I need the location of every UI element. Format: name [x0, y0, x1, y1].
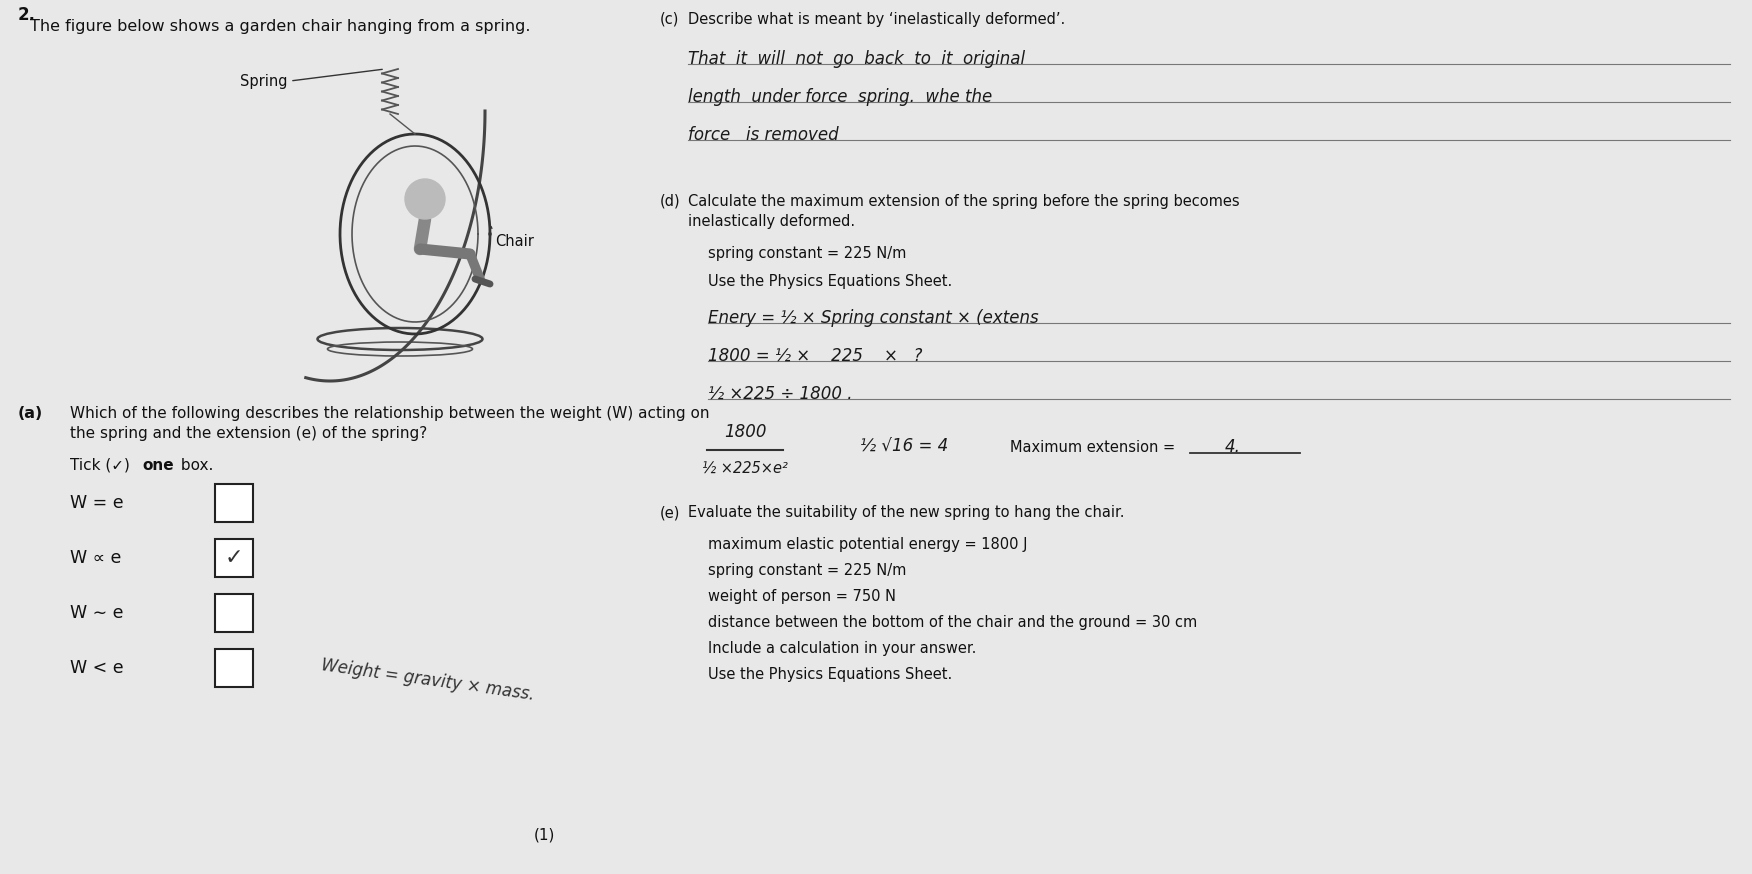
Text: 1800: 1800: [724, 423, 766, 441]
Text: (1): (1): [534, 827, 555, 842]
Text: distance between the bottom of the chair and the ground = 30 cm: distance between the bottom of the chair…: [708, 615, 1197, 630]
Text: Maximum extension =: Maximum extension =: [1009, 440, 1176, 454]
Text: inelastically deformed.: inelastically deformed.: [689, 214, 855, 229]
Text: W ∼ e: W ∼ e: [70, 604, 123, 622]
Text: maximum elastic potential energy = 1800 J: maximum elastic potential energy = 1800 …: [708, 537, 1027, 552]
Text: W < e: W < e: [70, 659, 124, 677]
Bar: [215, 594, 252, 632]
Text: weight of person = 750 N: weight of person = 750 N: [708, 589, 895, 604]
Text: (c): (c): [661, 12, 680, 27]
Text: 4.: 4.: [1225, 438, 1240, 456]
Text: box.: box.: [175, 458, 214, 473]
Text: Weight = gravity × mass.: Weight = gravity × mass.: [321, 656, 536, 704]
Text: ½ √16 = 4: ½ √16 = 4: [860, 438, 948, 456]
Text: The figure below shows a garden chair hanging from a spring.: The figure below shows a garden chair ha…: [30, 19, 531, 34]
Text: ✓: ✓: [224, 548, 244, 568]
Text: Enery = ½ × Spring constant × (extens: Enery = ½ × Spring constant × (extens: [708, 309, 1039, 327]
Text: spring constant = 225 N/m: spring constant = 225 N/m: [708, 563, 906, 578]
Text: W = e: W = e: [70, 494, 124, 512]
Text: spring constant = 225 N/m: spring constant = 225 N/m: [708, 246, 906, 261]
Text: the spring and the extension (e) of the spring?: the spring and the extension (e) of the …: [70, 426, 427, 441]
Text: ½ ×225×e²: ½ ×225×e²: [703, 461, 788, 475]
Text: 1800 = ½ ×    225    ×   ?: 1800 = ½ × 225 × ?: [708, 347, 923, 365]
Text: Calculate the maximum extension of the spring before the spring becomes: Calculate the maximum extension of the s…: [689, 194, 1240, 209]
Text: (d): (d): [661, 194, 680, 209]
Text: (a): (a): [18, 406, 44, 421]
Text: Use the Physics Equations Sheet.: Use the Physics Equations Sheet.: [708, 274, 953, 289]
Text: (e): (e): [661, 505, 680, 520]
Text: Spring: Spring: [240, 74, 287, 89]
Text: force   is removed: force is removed: [689, 126, 839, 144]
Text: Which of the following describes the relationship between the weight (W) acting : Which of the following describes the rel…: [70, 406, 710, 421]
Text: Include a calculation in your answer.: Include a calculation in your answer.: [708, 641, 976, 656]
Bar: [215, 484, 252, 522]
Text: Use the Physics Equations Sheet.: Use the Physics Equations Sheet.: [708, 667, 953, 682]
Text: 2.: 2.: [18, 6, 37, 24]
Text: one: one: [142, 458, 173, 473]
Text: Evaluate the suitability of the new spring to hang the chair.: Evaluate the suitability of the new spri…: [689, 505, 1125, 520]
Bar: [215, 649, 252, 687]
Text: That  it  will  not  go  back  to  it  original: That it will not go back to it original: [689, 50, 1025, 68]
Circle shape: [405, 179, 445, 219]
Text: length  under force  spring.  whe the: length under force spring. whe the: [689, 88, 992, 106]
Text: ½ ×225 ÷ 1800 .: ½ ×225 ÷ 1800 .: [708, 385, 853, 403]
Text: Tick (✓): Tick (✓): [70, 458, 135, 473]
Bar: [215, 539, 252, 577]
Text: W ∝ e: W ∝ e: [70, 549, 121, 567]
Text: Describe what is meant by ‘inelastically deformed’.: Describe what is meant by ‘inelastically…: [689, 12, 1065, 27]
Text: Chair: Chair: [496, 234, 534, 249]
